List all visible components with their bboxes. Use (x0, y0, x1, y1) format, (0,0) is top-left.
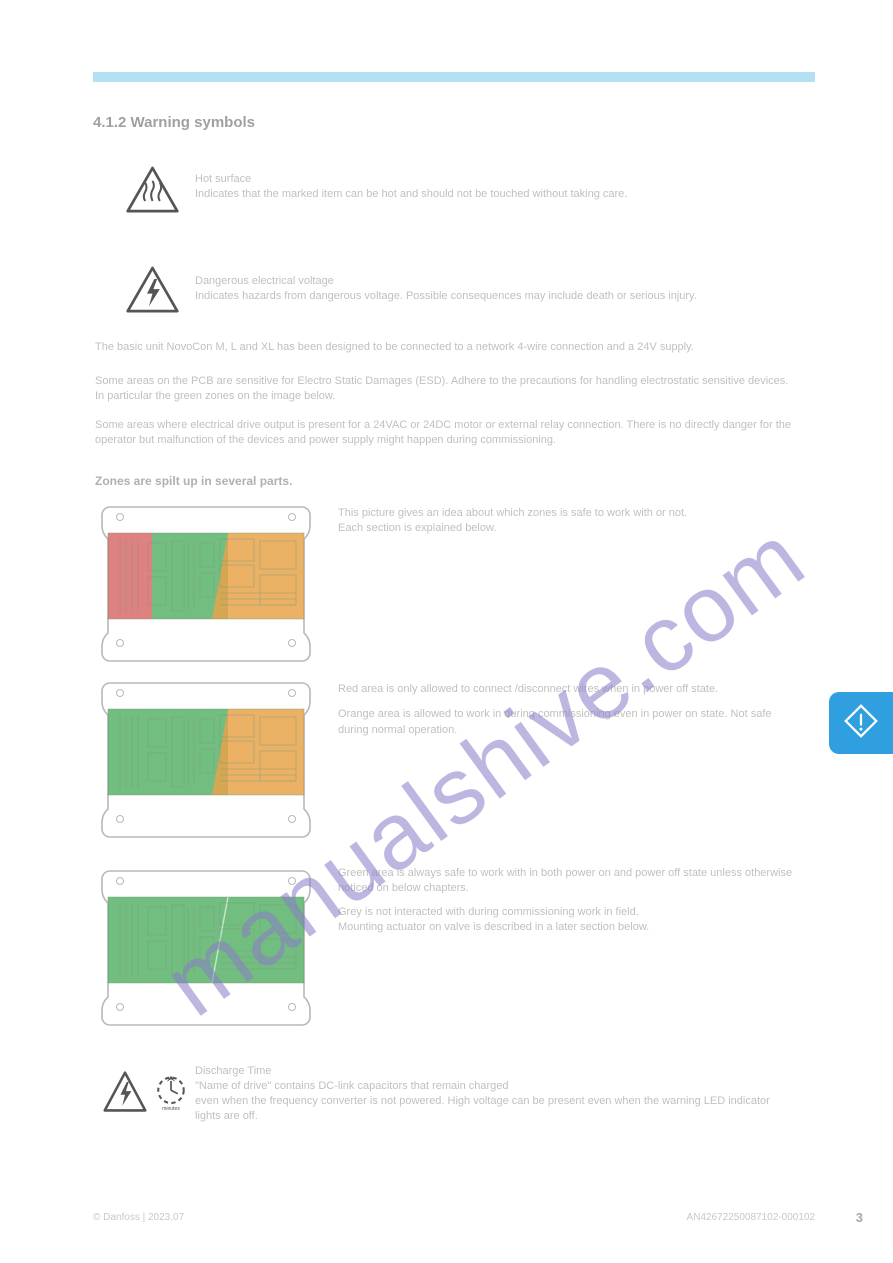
warning-hot-body: Indicates that the marked item can be ho… (195, 187, 795, 202)
discharge-timer-icon: minutes (154, 1068, 188, 1121)
footer-right: AN42672250087102-000102 (687, 1212, 815, 1223)
figure-1-caption-title: This picture gives an idea about which z… (338, 506, 798, 521)
figure-3-caption: Green area is always safe to work with i… (338, 866, 798, 936)
footer-left: © Danfoss | 2023.07 (93, 1212, 184, 1223)
high-voltage-icon (102, 1068, 148, 1121)
warning-hot-surface-text: Hot surface Indicates that the marked it… (195, 172, 795, 202)
figure-2-caption: Red area is only allowed to connect /dis… (338, 682, 798, 738)
figure-1-caption-line2: Each section is explained below. (338, 521, 798, 536)
intro-p2: Some areas on the PCB are sensitive for … (95, 374, 795, 404)
page-number: 3 (856, 1210, 863, 1225)
figure-2-orange: Orange area is allowed to work in during… (338, 707, 798, 738)
side-info-tab[interactable] (829, 692, 893, 754)
discharge-text: Discharge Time "Name of drive" contains … (195, 1064, 795, 1123)
high-voltage-icon (125, 266, 180, 314)
discharge-line2: even when the frequency converter is not… (195, 1094, 795, 1124)
device-figure-3 (92, 860, 320, 1026)
figure-3-green: Green area is always safe to work with i… (338, 866, 798, 897)
discharge-icons: minutes (102, 1068, 188, 1121)
warning-voltage-body: Indicates hazards from dangerous voltage… (195, 289, 795, 304)
discharge-title: Discharge Time (195, 1064, 795, 1079)
svg-text:minutes: minutes (162, 1106, 180, 1112)
page-root: { "header": { "rule_color": "#b3e0f2", "… (0, 0, 893, 1263)
figure-3-gray2: Mounting actuator on valve is described … (338, 920, 798, 935)
figure-2-red: Red area is only allowed to connect /dis… (338, 682, 798, 697)
device-figure-1 (92, 496, 320, 662)
figure-3-gray1: Grey is not interacted with during commi… (338, 905, 798, 920)
device-figure-2 (92, 672, 320, 838)
discharge-line1: "Name of drive" contains DC-link capacit… (195, 1079, 795, 1094)
warning-hot-surface (125, 166, 180, 214)
header-rule (93, 72, 815, 82)
warning-voltage-title: Dangerous electrical voltage (195, 274, 795, 289)
section-title: 4.1.2 Warning symbols (93, 114, 255, 131)
intro-p1: The basic unit NovoCon M, L and XL has b… (95, 340, 795, 355)
hot-surface-icon (125, 166, 180, 214)
info-diamond-icon (843, 703, 879, 744)
figure-1-caption: This picture gives an idea about which z… (338, 506, 798, 537)
zones-heading: Zones are spilt up in several parts. (95, 474, 292, 488)
warning-hot-title: Hot surface (195, 172, 795, 187)
warning-voltage-text: Dangerous electrical voltage Indicates h… (195, 274, 795, 304)
warning-voltage (125, 266, 180, 314)
intro-p3: Some areas where electrical drive output… (95, 418, 795, 448)
